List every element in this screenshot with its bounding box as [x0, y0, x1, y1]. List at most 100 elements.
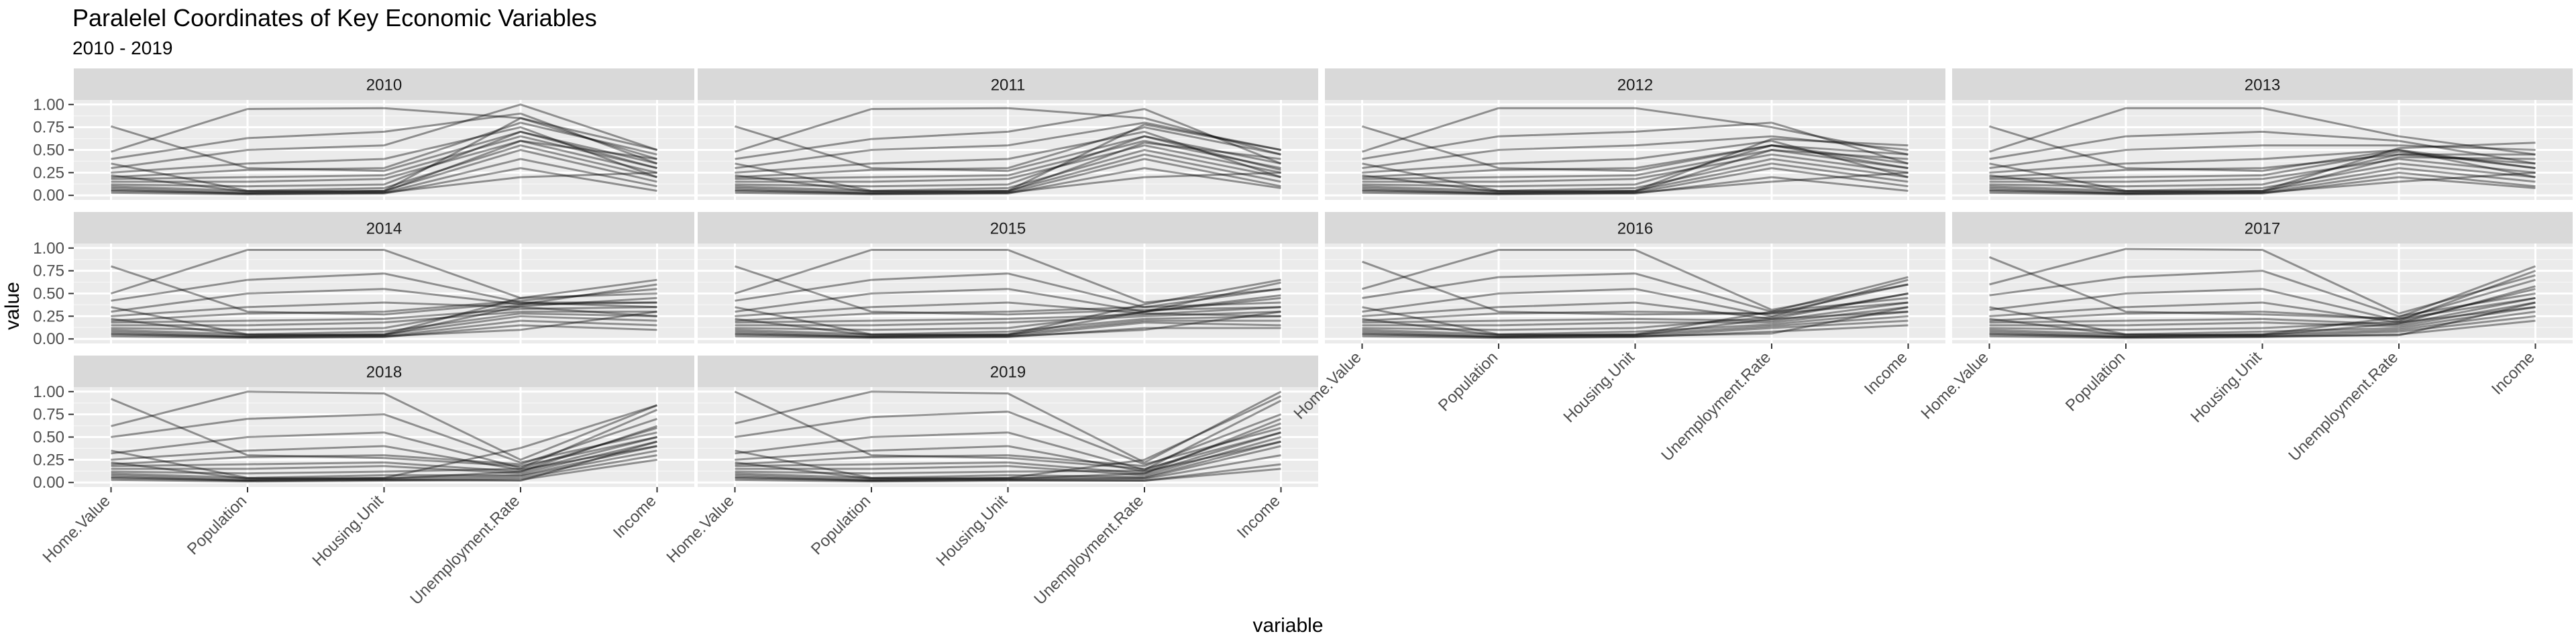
facet-panel-2014: 2014 0.00 0.25 0.50 0.75 1.00: [33, 212, 694, 348]
y-tick-label: 1.00: [33, 239, 64, 258]
series-line: [735, 413, 1282, 468]
series-line: [735, 171, 1281, 195]
series-line: [735, 440, 1281, 479]
series-line: [1989, 176, 2536, 196]
series-line: [1989, 162, 2536, 192]
series-line: [1362, 292, 1909, 331]
series-line: [1989, 125, 2536, 172]
x-tick-label: Income: [2488, 348, 2538, 398]
x-tick-label: Home.Value: [40, 492, 114, 566]
facet-strip: [74, 68, 694, 100]
x-tick-label: Unemployment.Rate: [2285, 348, 2402, 465]
series-line: [735, 288, 1281, 322]
x-tick-label: Population: [184, 492, 250, 558]
x-tick-label: Income: [1234, 492, 1284, 542]
series-line: [1362, 315, 1909, 337]
x-tick-label: Housing.Unit: [1560, 348, 1638, 426]
series-line: [111, 436, 657, 473]
facet-panel-2012: 2012: [1325, 68, 1945, 200]
y-tick-label: 0.00: [33, 474, 64, 492]
series-line: [1362, 135, 1909, 170]
series-line: [1362, 306, 1909, 327]
y-tick-label: 0.50: [33, 142, 64, 160]
series-line: [735, 107, 1281, 156]
facet-panel-2015: 2015: [698, 212, 1318, 343]
series-line: [111, 311, 657, 338]
series-line: [111, 167, 657, 196]
series-line: [735, 390, 1282, 464]
series-line: [110, 398, 657, 468]
series-line: [1362, 171, 1909, 195]
facet-strip-label: 2014: [366, 220, 402, 238]
series-line: [1362, 301, 1909, 320]
series-line: [735, 418, 1282, 480]
series-line: [735, 281, 1281, 313]
facet-strip: [1952, 212, 2573, 244]
x-tick-label: Unemployment.Rate: [1658, 348, 1774, 465]
y-tick-label: 1.00: [33, 383, 64, 401]
series-line: [735, 249, 1281, 304]
series-line: [735, 135, 1281, 188]
series-line: [1362, 292, 1909, 337]
series-line: [735, 158, 1281, 195]
series-line: [1362, 272, 1909, 313]
series-line: [735, 431, 1281, 475]
y-tick-label: 1.00: [33, 96, 64, 114]
series-line: [735, 463, 1281, 483]
series-line: [1989, 158, 2536, 183]
series-line: [735, 149, 1281, 192]
facet-panel-2010: 2010 0.00 0.25 0.50 0.75 1.00: [33, 68, 694, 205]
series-line: [735, 306, 1281, 324]
series-line: [1362, 283, 1909, 322]
x-tick-label: Housing.Unit: [2187, 348, 2265, 426]
series-line: [111, 107, 657, 160]
series-line: [735, 315, 1281, 335]
series-line: [111, 413, 657, 464]
series-line: [1362, 276, 1909, 337]
series-line: [1989, 306, 2536, 335]
facet-strip-label: 2010: [366, 76, 402, 95]
series-line: [111, 140, 657, 193]
series-line: [1989, 156, 2536, 193]
series-line: [1989, 270, 2536, 322]
series-line: [1362, 249, 1909, 311]
series-line: [111, 272, 657, 304]
series-line: [111, 324, 657, 339]
series-line: [735, 126, 1281, 178]
series-line: [111, 417, 657, 466]
chart-title: Paralelel Coordinates of Key Economic Va…: [72, 4, 597, 32]
series-line: [735, 140, 1281, 180]
series-line: [111, 404, 657, 480]
series-line: [735, 144, 1281, 183]
series-line: [1989, 153, 2536, 188]
series-line: [111, 458, 657, 483]
facet-strip-label: 2012: [1617, 76, 1653, 95]
series-line: [735, 395, 1282, 480]
series-line: [735, 454, 1281, 482]
series-line: [1362, 153, 1909, 183]
facet-strip: [698, 68, 1318, 100]
series-line: [111, 445, 657, 471]
series-line: [1989, 285, 2536, 337]
series-line: [1989, 107, 2536, 156]
series-line: [735, 468, 1281, 482]
y-axis-label: value: [1, 282, 23, 330]
x-tick-label: Unemployment.Rate: [1030, 492, 1147, 608]
series-line: [111, 409, 658, 470]
series-line: [111, 103, 657, 170]
series-line: [111, 297, 657, 337]
facet-strip-label: 2017: [2245, 220, 2280, 238]
series-line: [735, 311, 1281, 338]
series-line: [1361, 260, 1909, 316]
y-tick-label: 0.75: [33, 406, 64, 424]
series-line: [1989, 142, 2536, 193]
series-line: [111, 449, 657, 481]
series-line: [735, 311, 1281, 327]
facet-panel-2013: 2013: [1952, 68, 2573, 200]
facet-strip: [1325, 212, 1945, 244]
series-line: [1362, 158, 1909, 192]
facet-panel-2019: 2019: [698, 356, 1318, 487]
series-line: [111, 278, 657, 337]
series-line: [1989, 248, 2536, 315]
series-line: [1989, 150, 2536, 180]
